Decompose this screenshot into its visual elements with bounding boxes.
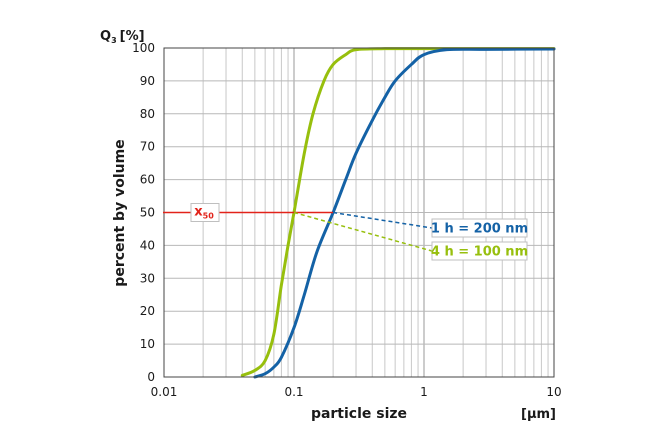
x50-sub: 50 — [203, 212, 215, 221]
y-tick-label: 50 — [140, 206, 155, 220]
x50-label-text: x50 — [194, 205, 214, 221]
y-axis-label: percent by volume — [112, 139, 128, 286]
x-axis-unit: [µm] — [521, 407, 556, 422]
series-label-1: 1 h = 200 nm — [431, 222, 528, 237]
y-unit-suffix: [%] — [120, 29, 145, 44]
x50-main: x — [194, 205, 203, 220]
y-unit-sub: 3 — [111, 36, 117, 45]
series-label-box-1 — [431, 218, 528, 238]
y-tick-label: 0 — [147, 370, 155, 384]
y-tick-label: 100 — [132, 41, 155, 55]
y-tick-label: 80 — [140, 107, 155, 121]
y-tick-label: 30 — [140, 271, 155, 285]
x50-label: x50 — [190, 203, 220, 222]
x-tick-label: 1 — [420, 385, 428, 399]
series-label-box-2 — [431, 241, 528, 261]
leader-line-1 — [333, 211, 433, 229]
x50-label-box — [190, 203, 220, 222]
leader-line-2 — [293, 211, 433, 252]
y-tick-label: 70 — [140, 140, 155, 154]
x-tick-label: 10 — [546, 385, 561, 399]
x-axis-label: particle size — [311, 406, 407, 422]
y-tick-label: 90 — [140, 74, 155, 88]
series-line-1 — [240, 47, 556, 377]
y-tick-label: 60 — [140, 173, 155, 187]
tick-labels: 0 10 20 30 40 50 60 70 80 90 100 0.01 0.1 1 10 — [132, 41, 562, 399]
y-tick-label: 10 — [140, 337, 155, 351]
y-unit-q: Q — [100, 29, 111, 44]
x-tick-label: 0.1 — [284, 385, 303, 399]
x-tick-label: 0.01 — [151, 385, 178, 399]
series-labels: 1 h = 200 nm 4 h = 100 nm — [293, 211, 528, 261]
y-tick-label: 20 — [140, 304, 155, 318]
y-axis-unit: Q3 [%] — [100, 29, 145, 45]
series-line-2 — [253, 47, 556, 379]
series-label-2: 4 h = 100 nm — [431, 245, 528, 260]
series-layer — [240, 47, 556, 379]
y-tick-label: 40 — [140, 238, 155, 252]
